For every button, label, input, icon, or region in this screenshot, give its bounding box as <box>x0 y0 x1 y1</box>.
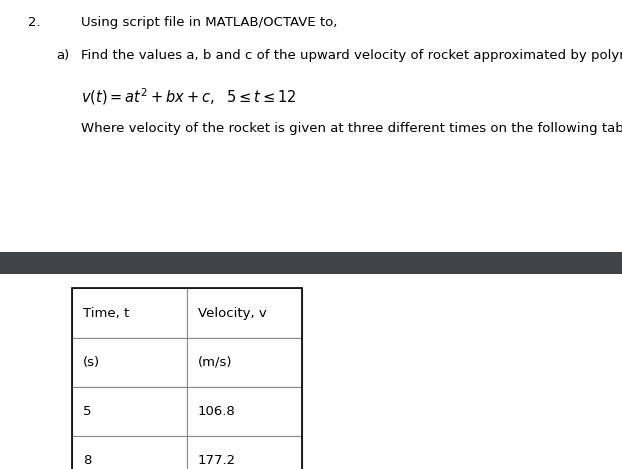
Text: (m/s): (m/s) <box>198 356 232 369</box>
Text: 106.8: 106.8 <box>198 405 236 418</box>
Text: (s): (s) <box>83 356 100 369</box>
Bar <box>187 338 302 387</box>
Bar <box>72 436 187 469</box>
Text: Using script file in MATLAB/OCTAVE to,: Using script file in MATLAB/OCTAVE to, <box>81 16 337 30</box>
Text: 5: 5 <box>83 405 91 418</box>
Bar <box>187 387 302 436</box>
Text: Find the values a, b and c of the upward velocity of rocket approximated by poly: Find the values a, b and c of the upward… <box>81 49 622 62</box>
Bar <box>72 387 187 436</box>
Text: Where velocity of the rocket is given at three different times on the following : Where velocity of the rocket is given at… <box>81 122 622 135</box>
Text: a): a) <box>56 49 69 62</box>
Bar <box>72 288 187 338</box>
Text: Time, t: Time, t <box>83 307 129 319</box>
Text: $v(t) = at^2 + bx + c,$  $5 \leq t \leq 12$: $v(t) = at^2 + bx + c,$ $5 \leq t \leq 1… <box>81 87 296 107</box>
Text: 177.2: 177.2 <box>198 454 236 467</box>
Text: 2.: 2. <box>28 16 40 30</box>
Bar <box>72 288 302 469</box>
Text: 8: 8 <box>83 454 91 467</box>
Bar <box>187 288 302 338</box>
Bar <box>0 252 622 274</box>
Bar <box>72 338 187 387</box>
Bar <box>187 436 302 469</box>
Text: Velocity, v: Velocity, v <box>198 307 267 319</box>
